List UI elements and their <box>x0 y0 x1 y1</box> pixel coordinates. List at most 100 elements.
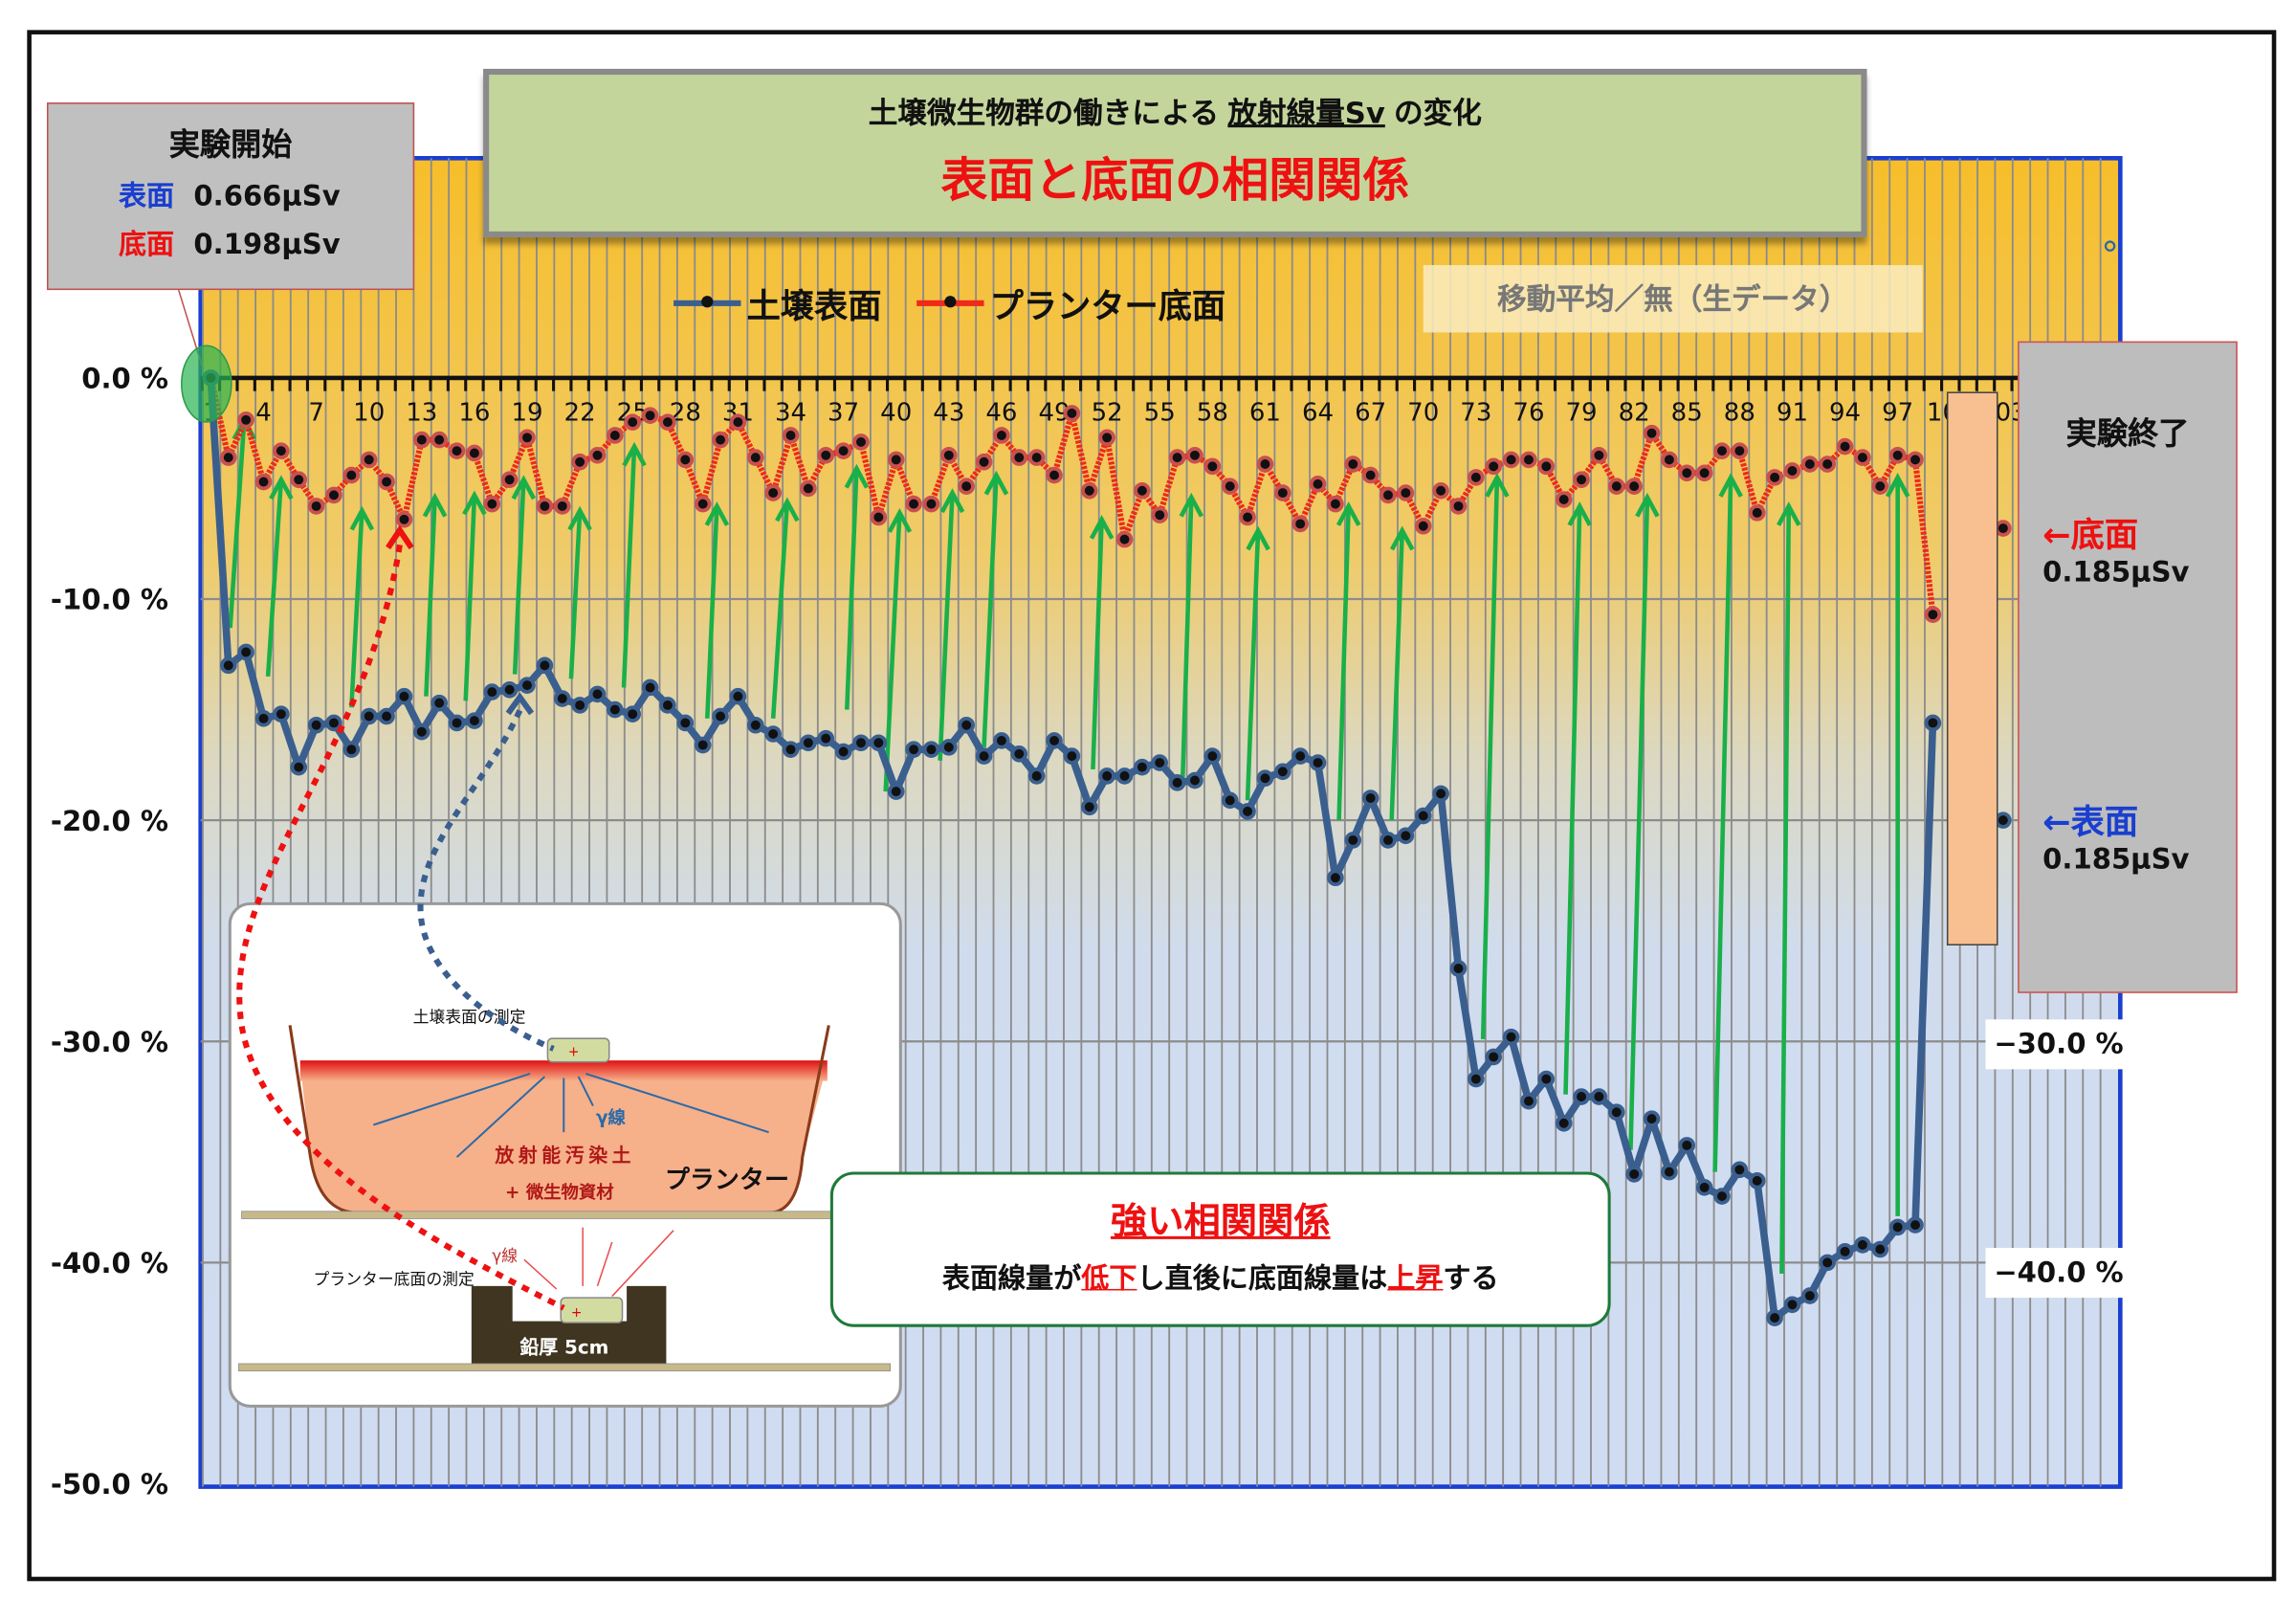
surface-data-point <box>1449 960 1468 977</box>
surface-data-point <box>1134 758 1151 776</box>
bottom-data-point <box>1221 478 1239 495</box>
sensor-plus-icon: + <box>571 1305 583 1321</box>
x-tick-label: 22 <box>564 398 596 427</box>
bottom-data-point <box>307 498 325 515</box>
bottom-data-point <box>500 471 519 489</box>
bottom-data-point <box>1607 478 1625 495</box>
bottom-data-point <box>764 484 782 501</box>
surface-data-point <box>536 656 554 675</box>
x-tick-label: 7 <box>308 398 324 427</box>
surface-data-point <box>975 747 993 765</box>
subtitle-suffix: の変化 <box>1394 95 1482 131</box>
surface-data-point <box>1063 747 1081 765</box>
correlation-arrowhead <box>269 475 294 500</box>
bottom-data-point <box>1361 466 1380 484</box>
correlation-arrow <box>1628 497 1650 1150</box>
correlation-arrow <box>938 492 955 761</box>
bottom-data-point <box>940 446 958 464</box>
surface-data-point <box>641 678 659 697</box>
bottom-data-point <box>360 451 378 469</box>
x-tick-label: 58 <box>1197 398 1228 427</box>
start-bottom-value: 0.198μSv <box>193 228 341 261</box>
correlation-arrowhead <box>1089 514 1115 540</box>
bottom-data-point <box>273 442 290 459</box>
bottom-data-point <box>1468 469 1485 486</box>
bottom-data-point <box>922 495 940 513</box>
correlation-arrowhead <box>1246 525 1270 551</box>
correlation-arrowhead <box>983 470 1009 496</box>
title-box: 土壌微生物群の働きによる 放射線量Sv の変化 表面と底面の相関関係 <box>483 68 1867 237</box>
bottom-data-point <box>519 429 536 447</box>
bottom-data-point <box>958 478 975 495</box>
correlation-callout: 強い相関関係 表面線量が低下し直後に底面線量は上昇する <box>829 1171 1611 1327</box>
x-tick-label: 70 <box>1407 398 1439 427</box>
correlation-arrow <box>228 419 247 629</box>
end-surface-label: ←表面 <box>2042 804 2139 843</box>
subtitle-prefix: 土壌微生物群の働きによる <box>868 95 1220 131</box>
surface-data-point <box>1783 1296 1801 1314</box>
bottom-data-point <box>905 495 922 513</box>
surface-data-point <box>1537 1070 1556 1088</box>
surface-data-point <box>729 687 747 705</box>
bottom-data-point <box>571 453 588 471</box>
bottom-data-point <box>1995 520 2012 537</box>
correlation-arrowhead <box>567 505 592 531</box>
correlation-arrowhead <box>704 501 730 526</box>
surface-data-point <box>1607 1103 1625 1122</box>
surface-data-point <box>782 741 800 758</box>
correlation-arrow <box>349 510 364 708</box>
callout-part: する <box>1443 1262 1499 1296</box>
bottom-data-point <box>870 508 888 526</box>
surface-data-point <box>800 734 817 752</box>
surface-data-point <box>1115 767 1134 785</box>
bottom-data-point <box>1695 464 1713 482</box>
surface-data-point <box>237 643 254 661</box>
surface-data-point <box>571 697 588 714</box>
correlation-arrow <box>463 495 477 701</box>
end-box: 実験終了 ←底面 0.185μSv ←表面 0.185μSv <box>2018 341 2238 993</box>
y-tick-label: -10.0 % <box>51 584 168 616</box>
surface-data-point <box>958 716 975 734</box>
correlation-arrow <box>1563 505 1582 1095</box>
surface-data-point <box>1678 1137 1696 1154</box>
right-label-minus30: −30.0 % <box>1985 1019 2132 1070</box>
bottom-data-point <box>290 471 308 489</box>
bottom-data-point <box>1713 442 1731 459</box>
correlation-arrow <box>1180 497 1194 783</box>
bottom-measure-label: プランター底面の測定 <box>314 1269 475 1288</box>
surface-data-point <box>1010 745 1028 763</box>
bottom-data-point <box>1731 442 1749 459</box>
bottom-data-point <box>378 473 395 491</box>
surface-data-point <box>1555 1114 1573 1132</box>
bottom-pointer-arrowhead <box>386 524 414 550</box>
bottom-data-point <box>395 511 413 528</box>
surface-data-point <box>1573 1088 1590 1105</box>
correlation-arrowhead <box>1718 473 1743 498</box>
bottom-data-point <box>413 431 430 449</box>
surface-data-point <box>307 716 325 734</box>
surface-data-point <box>1748 1172 1766 1189</box>
x-tick-label: 46 <box>985 398 1017 427</box>
bottom-data-point <box>641 407 659 424</box>
surface-data-point <box>1766 1309 1783 1326</box>
surface-data-point <box>342 741 361 758</box>
bottom-data-point <box>1907 451 1924 469</box>
y-tick-label: -30.0 % <box>51 1026 168 1058</box>
bottom-data-point <box>694 495 712 513</box>
bottom-data-point <box>1590 446 1608 464</box>
surface-data-point <box>588 685 607 703</box>
surface-data-point <box>1221 791 1239 810</box>
bottom-data-point <box>1063 405 1081 422</box>
bottom-data-point <box>1871 478 1889 495</box>
bottom-data-point <box>1080 481 1098 500</box>
x-tick-label: 10 <box>353 398 385 427</box>
surface-data-point <box>360 707 378 725</box>
x-tick-label: 52 <box>1092 398 1123 427</box>
bottom-data-point <box>1449 498 1468 515</box>
correlation-arrow <box>1779 505 1792 1274</box>
surface-data-point <box>712 707 729 725</box>
bottom-data-point <box>1836 437 1854 456</box>
inset-illustration: + + 土壌表面の測定 γ線 放射能汚染土 + 微生物資材 プランター γ線 プ… <box>228 901 902 1408</box>
bottom-data-point <box>1186 446 1203 464</box>
bottom-data-point <box>1239 508 1256 526</box>
